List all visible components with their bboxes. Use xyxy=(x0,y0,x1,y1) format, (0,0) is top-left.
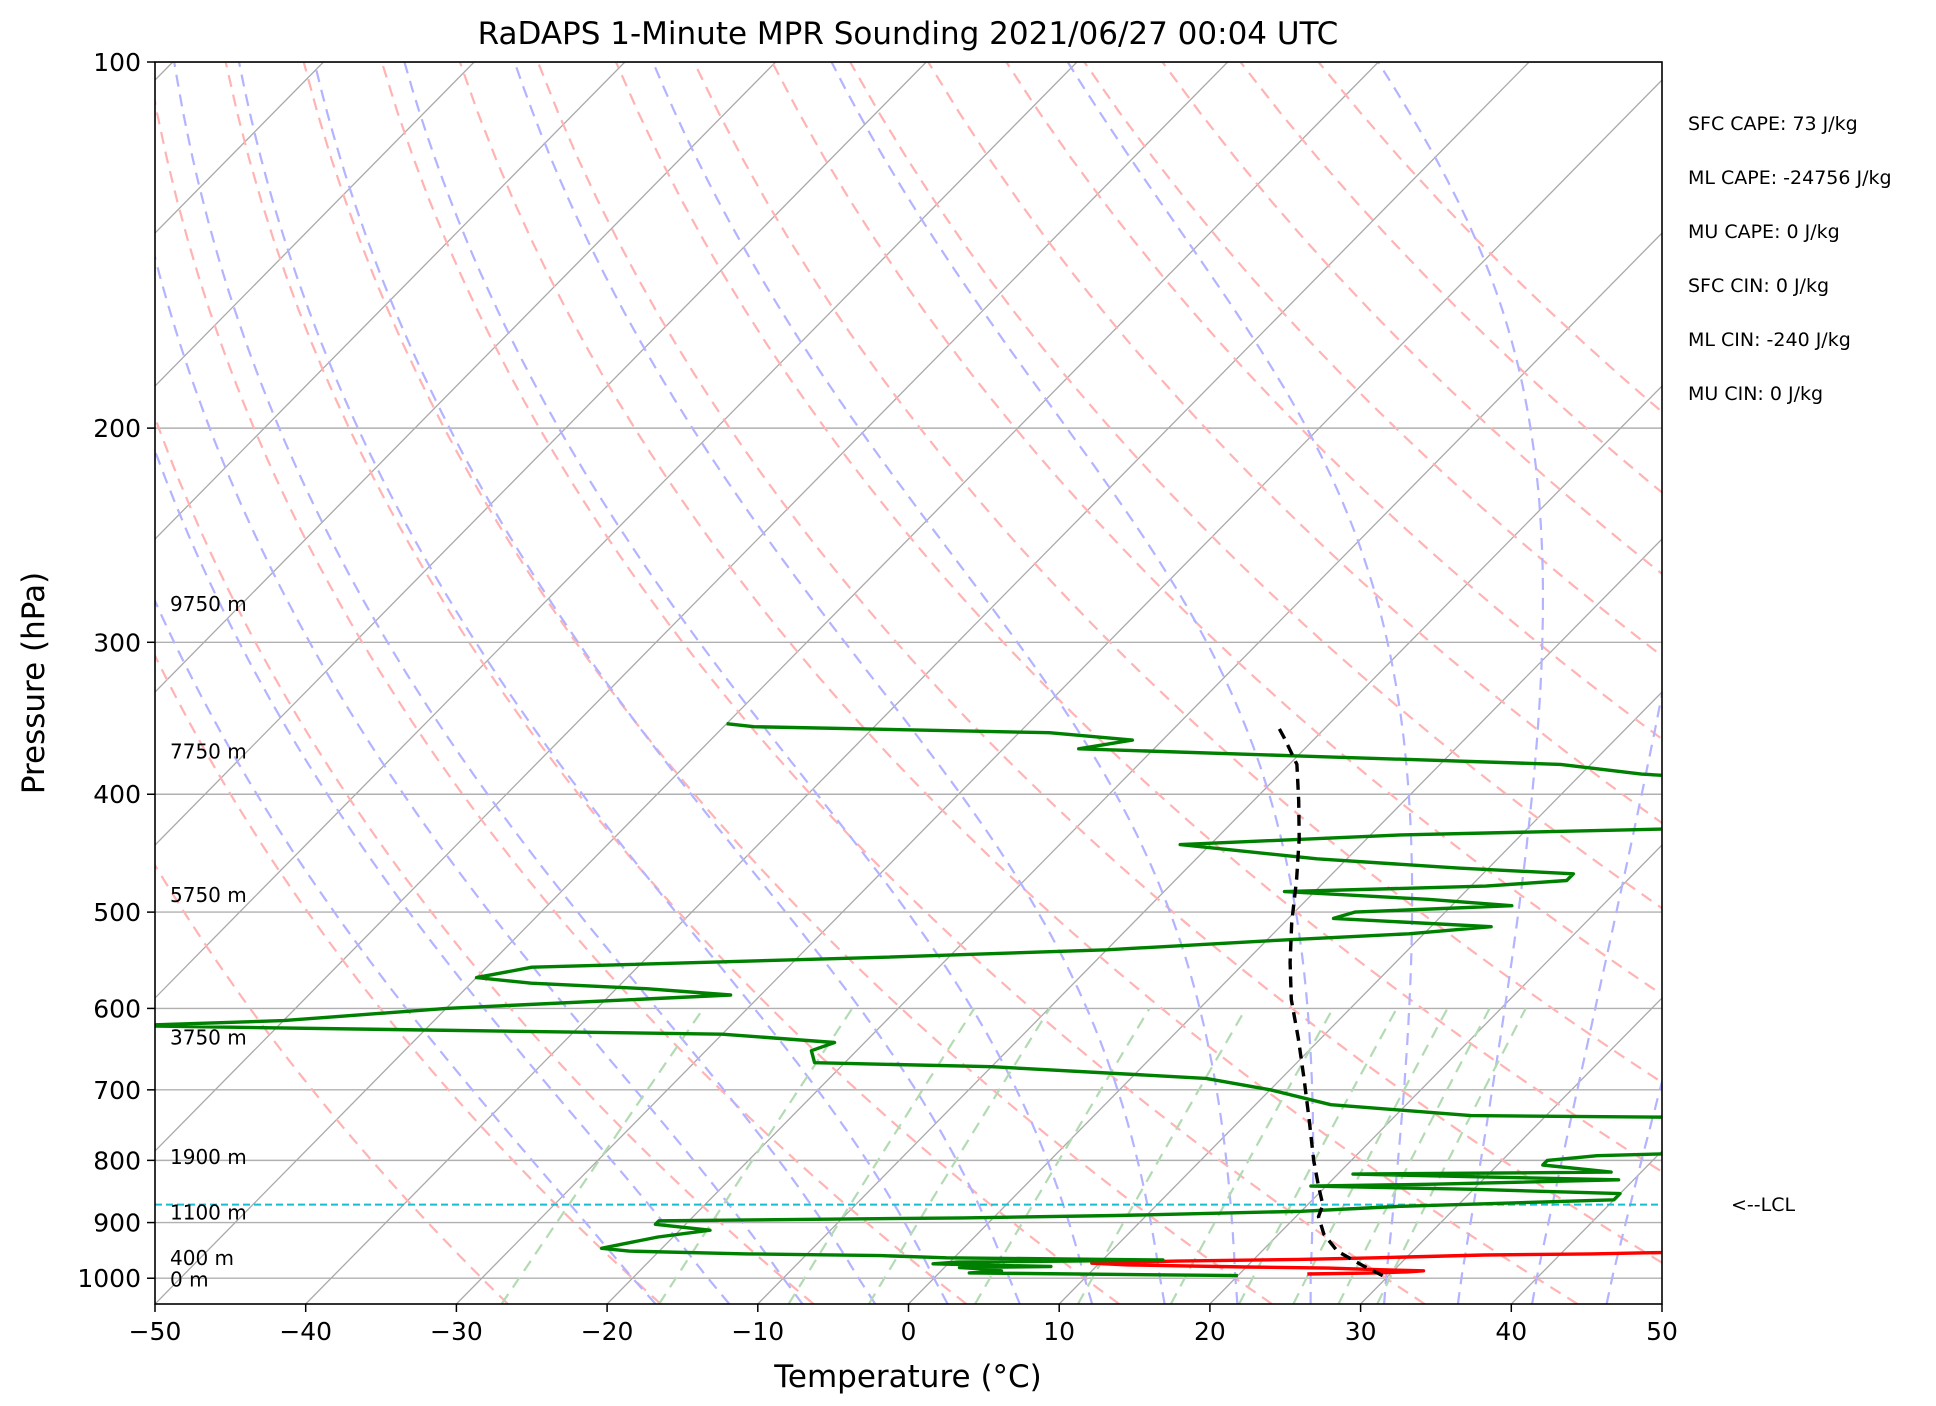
dry-adiabat-line xyxy=(458,62,1579,1304)
y-tick-label: 200 xyxy=(93,414,141,443)
x-tick-label: −20 xyxy=(581,1317,634,1346)
x-tick-label: −50 xyxy=(129,1317,182,1346)
moist-adiabat-line xyxy=(1377,62,1544,1304)
stat-line: ML CAPE: -24756 J/kg xyxy=(1688,167,1892,189)
x-tick-label: −10 xyxy=(731,1317,784,1346)
moist-adiabat-line xyxy=(513,62,1166,1304)
y-tick-label: 100 xyxy=(93,48,141,77)
y-tick-label: 1000 xyxy=(77,1264,141,1293)
series-line-2 xyxy=(1275,722,1384,1278)
height-label: 1100 m xyxy=(170,1201,247,1225)
moist-adiabat-line xyxy=(830,62,1315,1304)
mixing-ratio-line xyxy=(1292,1007,1449,1304)
x-tick-label: 20 xyxy=(1194,1317,1226,1346)
y-tick-label: 500 xyxy=(93,898,141,927)
moist-adiabat-line xyxy=(313,62,1021,1304)
moist-adiabat-line xyxy=(651,62,1239,1304)
stat-line: ML CIN: -240 J/kg xyxy=(1688,329,1851,351)
moist-adiabat-line xyxy=(155,447,731,1304)
dry-adiabat-line xyxy=(155,653,662,1304)
x-tick-label: 40 xyxy=(1495,1317,1527,1346)
height-labels: 9750 m 7750 m 5750 m 3750 m 1900 m 1100 m 400 … xyxy=(170,592,247,1291)
height-label: 400 m xyxy=(170,1246,234,1270)
isotherm-line xyxy=(1360,997,1662,1304)
dry-adiabat-line xyxy=(155,863,509,1304)
dry-adiabat-line xyxy=(536,62,1662,1265)
dry-adiabat-line xyxy=(693,62,1662,1084)
dry-adiabat-line xyxy=(302,62,1273,1304)
height-label: 9750 m xyxy=(170,592,247,616)
series-line-1 xyxy=(155,722,1662,1278)
isotherm-line xyxy=(155,62,1078,999)
lcl-label: <--LCL xyxy=(1731,1194,1795,1216)
isotherm-line xyxy=(908,538,1662,1304)
moist-adiabat-line xyxy=(155,598,657,1304)
dry-adiabat-line xyxy=(1161,62,1662,576)
isotherm-line xyxy=(155,62,1229,1152)
moist-adiabat-line xyxy=(237,62,949,1304)
isotherm-line xyxy=(155,62,1379,1304)
series-line-0 xyxy=(1090,1250,1662,1276)
dry-adiabat-line xyxy=(1083,62,1662,658)
tick-layer: −50 −40 −30 −20 −10 0 10 20 30 40 50 100 200 300 400 50… xyxy=(77,48,1678,1346)
y-tick-label: 800 xyxy=(93,1146,141,1175)
stat-line: MU CIN: 0 J/kg xyxy=(1688,383,1823,405)
mixing-ratio-line xyxy=(500,1007,705,1304)
isotherm-line xyxy=(155,62,777,693)
isotherm-line xyxy=(305,62,1530,1304)
isotherm-line xyxy=(1058,691,1662,1304)
data-layer xyxy=(155,722,1662,1278)
y-axis-title: Pressure (hPa) xyxy=(16,572,52,794)
isotherm-line xyxy=(757,385,1662,1304)
x-tick-label: 50 xyxy=(1646,1317,1678,1346)
grid-layer xyxy=(155,62,1662,1304)
dry-adiabat-line xyxy=(380,62,1426,1304)
height-label: 5750 m xyxy=(170,883,247,907)
mixing-ratio-line xyxy=(787,1007,976,1304)
moist-adiabat-line xyxy=(1066,62,1414,1304)
stat-line: MU CAPE: 0 J/kg xyxy=(1688,221,1840,243)
isotherm-line xyxy=(1209,844,1662,1304)
isotherm-line xyxy=(155,62,927,846)
dry-adiabat-line xyxy=(771,62,1662,996)
dry-adiabat-line xyxy=(614,62,1662,1174)
chart-title: RaDAPS 1-Minute MPR Sounding 2021/06/27 … xyxy=(478,16,1339,52)
y-tick-label: 400 xyxy=(93,780,141,809)
isotherm-line xyxy=(606,232,1662,1304)
stat-line: SFC CIN: 0 J/kg xyxy=(1688,275,1829,297)
x-tick-label: 30 xyxy=(1345,1317,1377,1346)
y-tick-label: 600 xyxy=(93,994,141,1023)
height-label: 0 m xyxy=(170,1267,209,1291)
height-label: 7750 m xyxy=(170,740,247,764)
y-tick-label: 300 xyxy=(93,628,141,657)
mixing-ratio-line xyxy=(658,1007,854,1304)
moist-adiabat-line xyxy=(173,62,877,1304)
x-tick-label: 0 xyxy=(901,1317,917,1346)
height-label: 3750 m xyxy=(170,1026,247,1050)
height-label: 1900 m xyxy=(170,1145,247,1169)
y-tick-label: 700 xyxy=(93,1076,141,1105)
mixing-ratio-line xyxy=(1238,1007,1398,1304)
x-tick-label: −40 xyxy=(279,1317,332,1346)
isotherm-line xyxy=(155,62,475,387)
stat-line: SFC CAPE: 73 J/kg xyxy=(1688,113,1858,135)
isotherm-line xyxy=(455,79,1662,1304)
isotherm-line xyxy=(155,62,626,540)
y-tick-label: 900 xyxy=(93,1209,141,1238)
moist-adiabat-line xyxy=(1531,688,1662,1304)
x-axis-title: Temperature (°C) xyxy=(773,1359,1042,1395)
mixing-ratio-line xyxy=(867,1007,1051,1304)
x-tick-label: 10 xyxy=(1043,1317,1075,1346)
stats-panel: SFC CAPE: 73 J/kg ML CAPE: -24756 J/kg MU … xyxy=(1688,113,1892,405)
x-tick-label: −30 xyxy=(430,1317,483,1346)
